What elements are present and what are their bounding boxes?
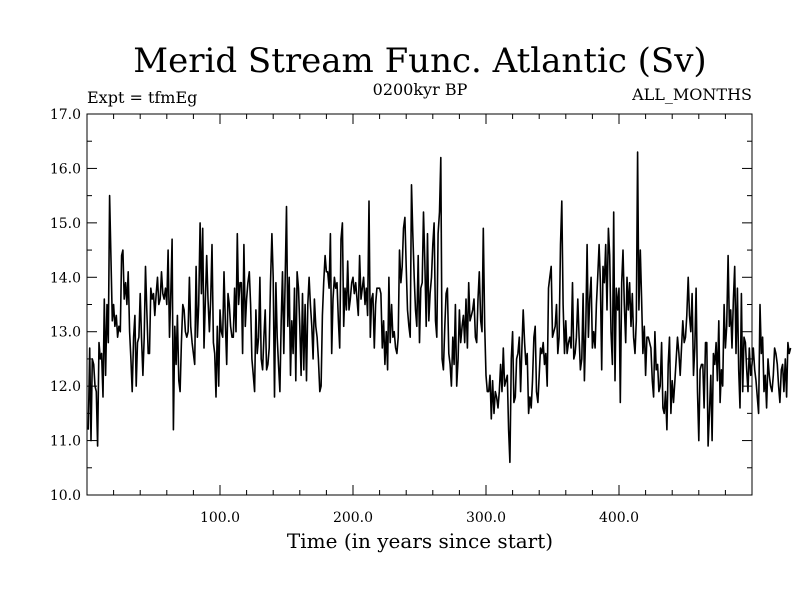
y-tick-label: 17.0 bbox=[50, 107, 81, 123]
x-tick-label: 400.0 bbox=[599, 510, 639, 526]
series-line bbox=[87, 151, 792, 464]
y-tick-label: 15.0 bbox=[50, 216, 81, 232]
x-axis-label: Time (in years since start) bbox=[287, 529, 553, 553]
y-tick-label: 14.0 bbox=[50, 270, 81, 286]
y-axis: 10.0 11.0 12.0 13.0 14.0 15.0 16.0 17.0 bbox=[50, 107, 752, 504]
x-axis: 100.0 200.0 300.0 400.0 bbox=[113, 114, 726, 526]
y-tick-label: 16.0 bbox=[50, 161, 81, 177]
period-label: 0200kyr BP bbox=[373, 80, 468, 99]
x-tick-label: 100.0 bbox=[200, 510, 240, 526]
months-label: ALL_MONTHS bbox=[631, 85, 752, 104]
experiment-label: Expt = tfmEg bbox=[87, 88, 197, 107]
y-tick-label: 12.0 bbox=[50, 379, 81, 395]
x-tick-label: 300.0 bbox=[466, 510, 506, 526]
plot-frame bbox=[86, 113, 753, 496]
y-tick-label: 10.0 bbox=[50, 488, 81, 504]
y-tick-label: 11.0 bbox=[50, 434, 81, 450]
x-tick-label: 200.0 bbox=[333, 510, 373, 526]
chart-title: Merid Stream Func. Atlantic (Sv) bbox=[133, 41, 706, 81]
y-tick-label: 13.0 bbox=[50, 325, 81, 341]
